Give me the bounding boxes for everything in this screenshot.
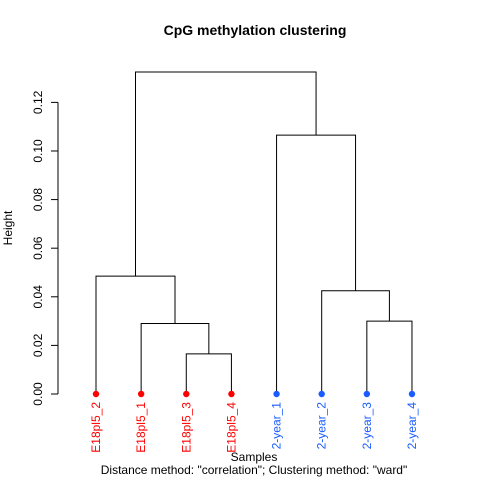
dendrogram-branch (321, 290, 390, 394)
leaf-label: E18pl5_4 (224, 402, 238, 453)
leaf-label: E18pl5_2 (89, 402, 103, 453)
dendrogram-branch (276, 134, 357, 394)
leaf-label: 2-year_4 (405, 402, 419, 450)
dendrogram-branch (95, 275, 176, 394)
leaf-point (408, 390, 416, 398)
leaf-point (183, 390, 190, 398)
y-tick-label: 0.08 (31, 188, 45, 212)
dendrogram-branch (140, 323, 210, 394)
leaf-label: 2-year_3 (360, 402, 374, 450)
leaf-label: 2-year_1 (270, 402, 284, 450)
y-axis-label: Height (1, 210, 15, 245)
leaf-labels: E18pl5_2 E18pl5_1 E18pl5_3 E18pl5_4 2-year_1… (89, 402, 419, 453)
leaf-point (363, 390, 371, 398)
y-tick-label: 0.04 (31, 285, 45, 309)
leaf-point (137, 390, 145, 398)
chart-title: CpG methylation clustering (164, 22, 347, 38)
y-tick-label: 0.00 (31, 382, 45, 406)
leaf-points (92, 390, 416, 398)
chart-subtitle: Distance method: "correlation"; Clusteri… (101, 463, 408, 477)
leaf-point (273, 390, 280, 398)
y-tick-label: 0.02 (31, 333, 45, 357)
leaf-point (228, 390, 235, 398)
dendrogram-branch (185, 353, 232, 394)
y-tick-label: 0.12 (31, 90, 45, 114)
y-axis: 0.00 0.02 0.04 0.06 0.08 0.10 0.12 (31, 90, 59, 406)
leaf-point (318, 390, 325, 398)
leaf-label: E18pl5_1 (134, 402, 148, 453)
x-axis-label: Samples (231, 450, 278, 464)
y-tick-label: 0.10 (31, 139, 45, 163)
dendrogram-branches (95, 71, 413, 394)
leaf-label: 2-year_2 (315, 402, 329, 450)
dendrogram-branch (366, 320, 413, 394)
leaf-label: E18pl5_3 (179, 402, 193, 453)
dendrogram-branch (134, 71, 317, 277)
y-tick-label: 0.06 (31, 236, 45, 260)
leaf-point (92, 390, 100, 398)
